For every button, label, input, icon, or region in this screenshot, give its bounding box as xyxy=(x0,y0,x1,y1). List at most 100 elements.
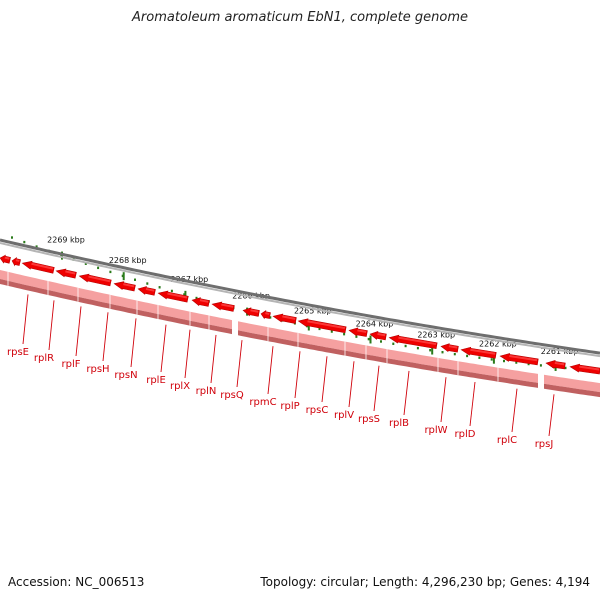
ruler-dot xyxy=(392,342,395,345)
gene-arrow[interactable] xyxy=(272,312,297,324)
label-leader-line xyxy=(511,388,518,433)
genome-backbone xyxy=(0,238,600,358)
gene-arrow[interactable] xyxy=(348,326,368,337)
gene-arrow[interactable] xyxy=(242,306,260,317)
gene-label-rplB[interactable]: rplB xyxy=(389,418,409,429)
gene-label-rplV[interactable]: rplV xyxy=(334,410,354,421)
gene-label-rpsQ[interactable]: rpsQ xyxy=(220,390,244,401)
label-leader-line xyxy=(469,381,476,427)
kbp-label: 2265 kbp xyxy=(294,307,332,316)
ruler-dot xyxy=(330,330,333,333)
ruler-major-tick xyxy=(431,346,434,355)
ruler-dot xyxy=(109,270,112,274)
gene-arrow[interactable] xyxy=(157,289,189,303)
label-leader-line xyxy=(548,394,555,437)
ruler-dot xyxy=(453,352,456,356)
gene-label-rplD[interactable]: rplD xyxy=(455,429,476,440)
cds-band-dark xyxy=(238,330,538,388)
ruler-dot xyxy=(170,289,173,293)
label-leader-line xyxy=(210,334,217,384)
gene-arrow[interactable] xyxy=(78,272,112,287)
gene-arrow[interactable] xyxy=(460,346,497,359)
gene-label-rplX[interactable]: rplX xyxy=(170,381,190,392)
cds-bands xyxy=(0,270,600,398)
gene-label-rpsH[interactable]: rpsH xyxy=(86,364,109,375)
map-title: Aromatoleum aromaticum EbN1, complete ge… xyxy=(132,10,468,25)
ruler-dot xyxy=(527,362,530,366)
ruler-dot xyxy=(490,358,493,361)
kbp-label: 2267 kbp xyxy=(171,275,209,284)
gene-arrow[interactable] xyxy=(388,334,438,350)
ruler-dot xyxy=(195,296,198,300)
cds-band-light xyxy=(0,270,232,330)
label-leader-line xyxy=(373,365,380,412)
ruler-major-tick xyxy=(122,272,125,281)
gene-label-rplE[interactable]: rplE xyxy=(146,375,166,386)
gene-arrow[interactable] xyxy=(260,310,271,320)
ruler-major-tick xyxy=(369,335,372,344)
gene-arrow[interactable] xyxy=(369,330,387,341)
label-leaders xyxy=(22,294,555,437)
gene-arrow[interactable] xyxy=(297,317,347,334)
gene-label-rplF[interactable]: rplF xyxy=(62,359,81,370)
gene-label-rplW[interactable]: rplW xyxy=(424,425,447,436)
gene-arrow[interactable] xyxy=(499,352,539,366)
gene-label-rpsE[interactable]: rpsE xyxy=(7,347,29,358)
label-leader-line xyxy=(22,294,29,345)
gene-arrow[interactable] xyxy=(21,259,55,274)
ruler-major-tick xyxy=(184,290,187,299)
gene-label-rpsC[interactable]: rpsC xyxy=(306,405,329,416)
cds-band-light xyxy=(544,374,600,393)
gene-label-rplR[interactable]: rplR xyxy=(34,353,54,364)
gene-arrow[interactable] xyxy=(113,280,136,292)
gene-arrow[interactable] xyxy=(11,257,21,267)
ruler-dot xyxy=(478,356,481,359)
label-leader-line xyxy=(184,329,191,379)
gene-arrow[interactable] xyxy=(440,342,459,353)
ruler-dot xyxy=(35,245,38,248)
label-leader-line xyxy=(160,324,167,373)
label-leader-line xyxy=(75,306,82,357)
gene-label-rpsJ[interactable]: rpsJ xyxy=(535,439,554,450)
gene-label-rplP[interactable]: rplP xyxy=(280,401,299,412)
label-leader-line xyxy=(48,300,55,351)
ruler-dot xyxy=(503,359,505,363)
backbone-inner xyxy=(0,242,600,358)
gene-label-rpsS[interactable]: rpsS xyxy=(358,414,380,425)
gene-arrows[interactable] xyxy=(0,254,600,375)
ruler-dot xyxy=(429,349,432,352)
kbp-label: 2261 kbp xyxy=(541,347,579,356)
gene-arrow[interactable] xyxy=(545,359,566,370)
ruler-major-tick xyxy=(492,355,495,364)
kbp-label: 2268 kbp xyxy=(109,256,147,265)
gene-arrow[interactable] xyxy=(137,285,156,296)
ruler-dot xyxy=(158,286,161,289)
ruler-major-tick xyxy=(307,322,310,331)
gene-arrow[interactable] xyxy=(211,300,235,312)
gene-arrow[interactable] xyxy=(191,296,210,307)
ruler-dot xyxy=(564,366,567,370)
backbone-outer xyxy=(0,238,600,355)
gene-label-rplN[interactable]: rplN xyxy=(196,386,217,397)
ruler-dot xyxy=(343,332,346,336)
label-leader-line xyxy=(102,312,109,362)
label-leader-line xyxy=(403,370,410,416)
cds-band-dark xyxy=(0,279,232,335)
gene-arrow[interactable] xyxy=(569,363,600,375)
gene-arrow[interactable] xyxy=(0,254,11,264)
ruler-dot xyxy=(404,344,407,348)
gene-arrow[interactable] xyxy=(55,267,77,279)
ruler-dot xyxy=(11,236,13,239)
gene-label-rpmC[interactable]: rpmC xyxy=(249,397,276,408)
gene-label-rpsN[interactable]: rpsN xyxy=(114,370,137,381)
kbp-label: 2262 kbp xyxy=(479,340,517,349)
ruler-dot xyxy=(380,340,382,343)
gene-label-rplC[interactable]: rplC xyxy=(497,435,517,446)
ruler-dot xyxy=(466,354,469,358)
accession-text: Accession: NC_006513 xyxy=(8,575,145,589)
ruler-dot xyxy=(355,335,358,338)
ruler-dot xyxy=(134,278,136,281)
label-leader-line xyxy=(236,340,243,388)
ruler-dot xyxy=(416,346,419,350)
